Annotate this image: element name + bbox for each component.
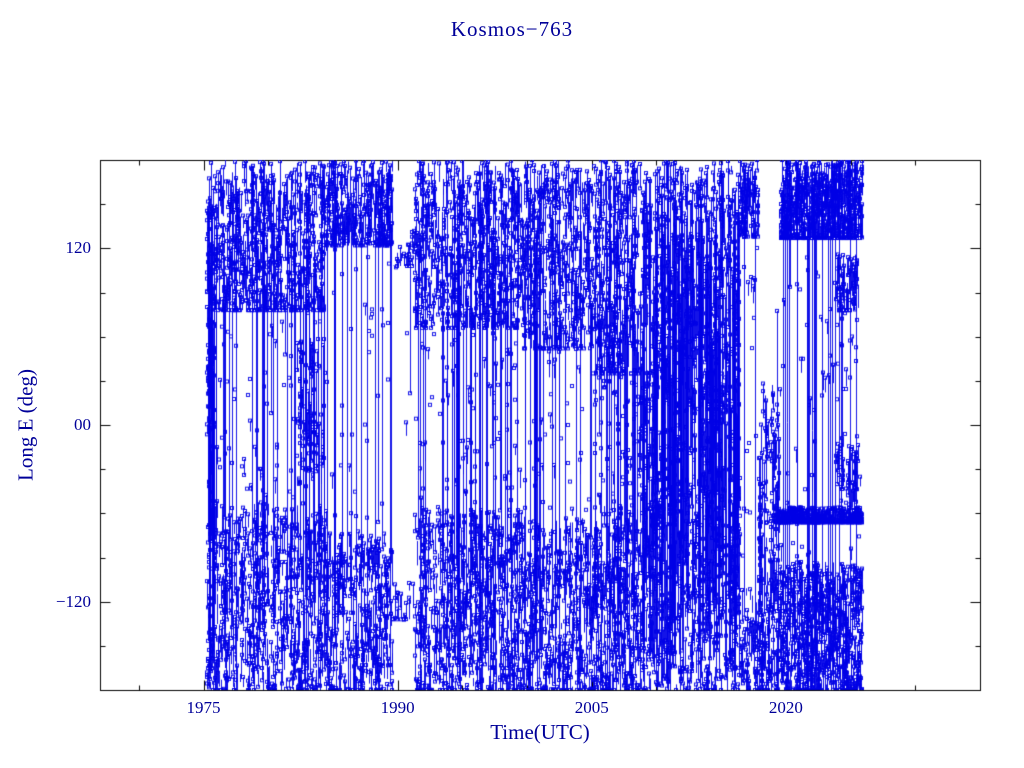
y-tick-label: 120 [65,238,92,258]
x-tick-label: 1990 [380,698,415,717]
chart-title: Kosmos−763 [450,17,574,41]
y-tick-label: 00 [74,415,91,434]
x-axis-label: Time(UTC) [490,720,590,744]
x-tick-label: 1975 [186,698,221,717]
y-tick-label: −120 [55,591,91,611]
x-tick-label: 2020 [768,698,803,717]
y-axis-label: Long E (deg) [13,369,38,481]
x-tick-label: 2005 [574,698,609,717]
